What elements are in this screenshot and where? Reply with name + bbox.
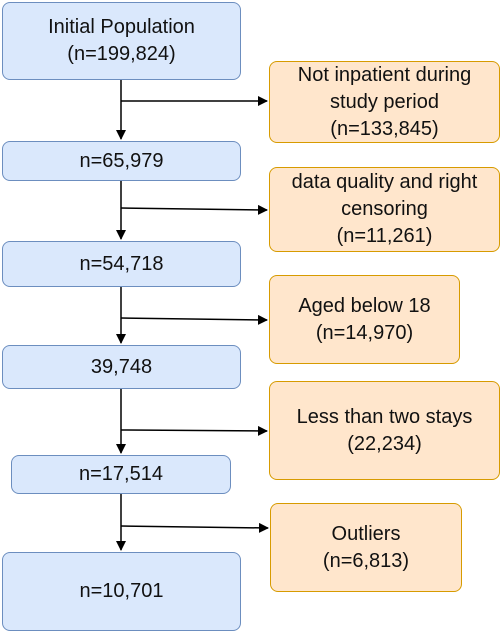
exclusion-box-outliers: Outliers (n=6,813) [270, 503, 462, 592]
step-4-line-1: 39,748 [90, 355, 153, 378]
exclusion-1-line-1: Not inpatient during [297, 63, 472, 86]
step-2-line-1: n=65,979 [79, 149, 164, 172]
step-5-line-1: n=17,514 [79, 463, 163, 485]
arrow-to-exclusion-4 [120, 425, 268, 436]
exclusion-3-line-2: (n=14,970) [315, 321, 414, 344]
step-box-4: 39,748 [2, 345, 241, 389]
step-box-3: n=54,718 [2, 241, 241, 287]
exclusion-box-aged-below-18: Aged below 18 (n=14,970) [269, 275, 460, 364]
step-6-line-1: n=10,701 [79, 580, 164, 602]
arrow-to-exclusion-3 [120, 314, 268, 325]
exclusion-2-line-3: (n=11,261) [336, 225, 433, 247]
exclusion-5-line-2: (n=6,813) [322, 549, 410, 572]
exclusion-4-line-2: (22,234) [347, 432, 422, 455]
exclusion-box-less-than-two-stays: Less than two stays (22,234) [269, 381, 500, 480]
exclusion-2-line-2: censoring [341, 198, 428, 220]
exclusion-3-line-1: Aged below 18 [298, 294, 431, 317]
exclusion-5-line-1: Outliers [331, 522, 401, 545]
exclusion-box-not-inpatient: Not inpatient during study period (n=133… [269, 61, 500, 143]
step-1-line-2: (n=199,824) [67, 43, 176, 65]
step-box-initial-population: Initial Population (n=199,824) [2, 2, 241, 80]
step-box-final: n=10,701 [2, 552, 241, 631]
exclusion-1-line-2: study period [330, 90, 439, 113]
step-box-2: n=65,979 [2, 141, 241, 181]
exclusion-2-line-1: data quality and right [291, 171, 478, 193]
exclusion-1-line-3: (n=133,845) [330, 117, 439, 140]
arrow-to-exclusion-2 [120, 204, 268, 215]
arrow-to-exclusion-5 [120, 522, 269, 533]
step-1-line-1: Initial Population [48, 16, 195, 38]
exclusion-4-line-1: Less than two stays [296, 405, 473, 428]
step-box-5: n=17,514 [11, 455, 231, 494]
step-3-line-1: n=54,718 [79, 252, 164, 275]
exclusion-box-data-quality: data quality and right censoring (n=11,2… [269, 167, 500, 252]
